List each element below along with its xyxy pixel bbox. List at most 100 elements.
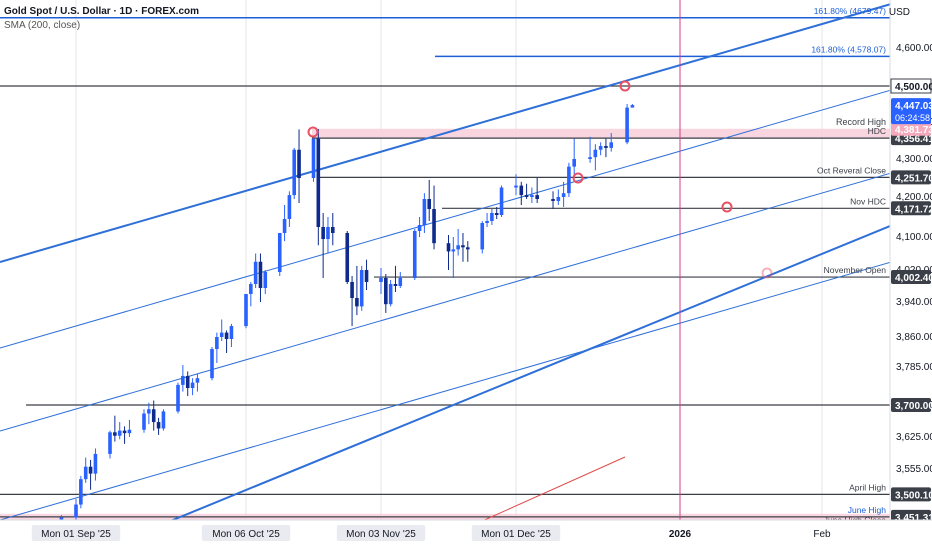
candle-body <box>485 221 489 223</box>
channel-line <box>0 77 932 349</box>
level-label: Nov HDC <box>850 196 886 206</box>
record-high-tag-bg <box>891 121 931 136</box>
candle-body <box>350 282 354 298</box>
candle-body <box>181 375 185 385</box>
candle-body <box>625 107 629 143</box>
candle-body <box>490 213 494 221</box>
candle-body <box>432 209 436 244</box>
channel-line <box>0 0 909 263</box>
y-tick-label: 3,785.00 <box>896 362 932 373</box>
x-tick-bg <box>471 525 561 541</box>
level-tag: 4,171.72 <box>895 204 932 215</box>
candle-body <box>93 453 98 474</box>
candle-body <box>122 430 127 434</box>
candle-body <box>379 278 383 282</box>
candle-body <box>258 261 263 288</box>
x-tick-label: Mon 06 Oct '25 <box>212 529 280 540</box>
x-tick-label: 2026 <box>669 529 692 540</box>
level-tag-bg <box>891 398 931 412</box>
candle-body <box>151 409 156 423</box>
candle-body <box>311 138 316 178</box>
candle-body <box>74 504 78 518</box>
candle-body <box>417 225 422 231</box>
candle-body <box>480 223 485 250</box>
candle-body <box>210 349 214 379</box>
candle-body <box>244 294 248 327</box>
highlight-marker <box>721 201 733 213</box>
x-tick-label: Mon 01 Sep '25 <box>41 529 111 540</box>
candle-body <box>156 422 161 429</box>
level-tag: 4,251.70 <box>895 173 932 184</box>
level-tag: 3,451.31 <box>895 513 932 524</box>
y-tick-label: 4,300.00 <box>896 154 932 165</box>
candle-body <box>292 149 297 196</box>
candle-body <box>215 337 219 349</box>
level-tag: 4,500.00 <box>895 82 932 93</box>
x-tick-label: Mon 01 Dec '25 <box>481 529 551 540</box>
x-tick-label: Mon 03 Nov '25 <box>346 529 416 540</box>
candle-body <box>465 247 470 250</box>
candle-body <box>79 479 83 505</box>
candle-body <box>161 411 166 429</box>
candle-body <box>117 430 122 436</box>
y-tick-label: 3,555.00 <box>896 464 932 475</box>
trend-segment <box>479 456 626 523</box>
candle-body <box>561 193 566 197</box>
june-high-label: June High <box>848 505 887 515</box>
level-tag-outline <box>890 78 932 94</box>
candle-body <box>176 384 180 412</box>
level-tag: 3,700.00 <box>895 401 932 412</box>
candle-body <box>446 243 451 252</box>
x-tick-bg <box>31 525 121 541</box>
last-price-value: 4,447.03 <box>895 101 932 112</box>
level-label: April High <box>849 482 886 492</box>
bar-countdown: 06:24:58 <box>895 113 930 123</box>
candle-body <box>388 284 393 305</box>
candle-body <box>593 149 598 158</box>
record-high-label: Record High <box>836 117 886 127</box>
level-tag-bg <box>891 201 931 216</box>
candle-body <box>598 146 603 150</box>
candle-body <box>456 245 460 250</box>
level-tag-bg <box>891 270 931 285</box>
currency-label[interactable]: USD <box>888 7 910 18</box>
channel-line <box>0 160 932 432</box>
candle-body <box>384 278 388 305</box>
candle-body <box>393 284 398 286</box>
candle-body <box>524 195 529 197</box>
level-tag-bg <box>891 170 931 185</box>
symbol-title: Gold Spot / U.S. Dollar · 1D · FOREX.com <box>4 6 200 17</box>
candle-body <box>499 187 504 215</box>
candle-body <box>224 332 229 339</box>
channel-line <box>0 249 932 521</box>
candle-body <box>451 249 456 252</box>
candle-body <box>127 429 132 434</box>
candle-body <box>88 466 93 474</box>
candle-body <box>195 378 200 383</box>
candle-body <box>113 432 117 436</box>
candle-body <box>321 227 325 240</box>
y-tick-label: 3,860.00 <box>896 332 932 343</box>
y-tick-label: 3,625.00 <box>896 432 932 443</box>
y-tick-label: 4,200.00 <box>896 192 932 203</box>
candle-body <box>316 138 321 227</box>
candle-body <box>535 195 539 199</box>
candle-body <box>345 233 350 282</box>
candle-body <box>609 142 614 148</box>
candle-body <box>427 199 432 209</box>
y-tick-label: 4,600.00 <box>896 43 932 54</box>
time-axis-background <box>0 520 932 550</box>
candle-body <box>567 166 571 194</box>
level-tag: 3,500.10 <box>895 490 932 501</box>
y-tick-label: 4,100.00 <box>896 232 932 243</box>
indicator-legend[interactable]: SMA (200, close) <box>4 20 81 31</box>
candle-body <box>83 466 88 480</box>
candle-body <box>422 199 427 225</box>
level-label: November Open <box>824 265 887 275</box>
candle-body <box>355 298 359 307</box>
candle-body <box>604 146 608 148</box>
record-high-tag: 4,381.73 <box>895 125 932 136</box>
candle-body <box>287 195 292 219</box>
